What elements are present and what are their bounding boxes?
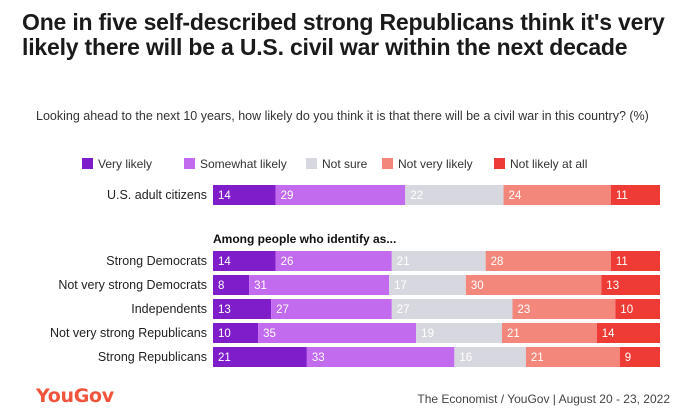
- bar-segment: [501, 323, 597, 343]
- bar-segment: [619, 347, 660, 367]
- bar-segment: [454, 347, 526, 367]
- data-label: 14: [218, 190, 231, 202]
- data-label: 11: [616, 190, 628, 202]
- data-label: 10: [620, 304, 633, 316]
- bar-segment: [601, 275, 660, 295]
- data-label: 10: [218, 328, 231, 340]
- bar-segment: [391, 251, 486, 271]
- bar-segment: [389, 275, 466, 295]
- chart-subtitle: Looking ahead to the next 10 years, how …: [36, 109, 649, 123]
- row-label: Independents: [131, 302, 207, 316]
- bar-segment: [596, 323, 660, 343]
- bar-segment: [213, 185, 276, 205]
- data-label: 14: [602, 328, 615, 340]
- data-label: 8: [218, 280, 224, 292]
- bar-segment: [275, 185, 406, 205]
- data-label: 33: [312, 352, 325, 364]
- bar-segment: [615, 299, 660, 319]
- bar-segment: [503, 185, 611, 205]
- data-label: 19: [421, 328, 434, 340]
- bar-segment: [485, 251, 611, 271]
- legend-swatch-very-likely: [82, 158, 93, 169]
- legend-swatch-somewhat-likely: [184, 158, 195, 169]
- yougov-logo: YouGov: [36, 385, 114, 407]
- legend-label: Very likely: [98, 157, 153, 171]
- data-label: 26: [281, 256, 294, 268]
- bar-segment: [213, 251, 276, 271]
- data-label: 30: [471, 280, 484, 292]
- data-label: 27: [397, 304, 410, 316]
- data-label: 21: [531, 352, 544, 364]
- data-label: 11: [616, 256, 628, 268]
- data-label: 21: [507, 328, 520, 340]
- bar-segment: [525, 347, 620, 367]
- chart-title: One in five self-described strong Republ…: [22, 9, 665, 60]
- bar-segment: [610, 251, 660, 271]
- bar-segment: [416, 323, 502, 343]
- row-label: Strong Republicans: [98, 350, 207, 364]
- data-label: 31: [254, 280, 267, 292]
- legend-swatch-not-very-likely: [382, 158, 393, 169]
- row-label: U.S. adult citizens: [107, 188, 207, 202]
- legend-label: Not likely at all: [510, 157, 588, 171]
- data-label: 27: [276, 304, 289, 316]
- bar-segment: [271, 299, 392, 319]
- legend-label: Somewhat likely: [200, 157, 287, 171]
- bar-segment: [213, 275, 250, 295]
- data-label: 14: [218, 256, 231, 268]
- data-label: 13: [218, 304, 231, 316]
- row-label: Not very strong Democrats: [58, 278, 207, 292]
- bar-segment: [249, 275, 390, 295]
- bar-segment: [465, 275, 602, 295]
- data-label: 24: [509, 190, 522, 202]
- bar-segment: [512, 299, 616, 319]
- legend-label: Not very likely: [398, 157, 473, 171]
- data-label: 13: [606, 280, 619, 292]
- data-label: 35: [263, 328, 276, 340]
- bar-segment: [405, 185, 504, 205]
- group-heading: Among people who identify as...: [213, 232, 396, 246]
- data-label: 29: [281, 190, 294, 202]
- legend-swatch-not-sure: [306, 158, 317, 169]
- bar-segment: [213, 323, 259, 343]
- legend-label: Not sure: [322, 157, 368, 171]
- bar-segment: [258, 323, 417, 343]
- data-label: 21: [218, 352, 231, 364]
- row-label: Not very strong Republicans: [50, 326, 207, 340]
- bar-segment: [213, 299, 272, 319]
- data-label: 9: [625, 352, 631, 364]
- data-label: 23: [517, 304, 530, 316]
- data-label: 16: [459, 352, 472, 364]
- bar-segment: [275, 251, 392, 271]
- bar-segment: [306, 347, 455, 367]
- bar-segment: [213, 347, 307, 367]
- bar-segment: [391, 299, 513, 319]
- legend-swatch-not-likely-at-all: [494, 158, 505, 169]
- data-label: 21: [397, 256, 410, 268]
- row-label: Strong Democrats: [106, 254, 207, 268]
- data-label: 28: [491, 256, 504, 268]
- source-note: The Economist / YouGov | August 20 - 23,…: [417, 392, 670, 406]
- data-label: 22: [410, 190, 423, 202]
- bar-segment: [610, 185, 660, 205]
- data-label: 17: [394, 280, 407, 292]
